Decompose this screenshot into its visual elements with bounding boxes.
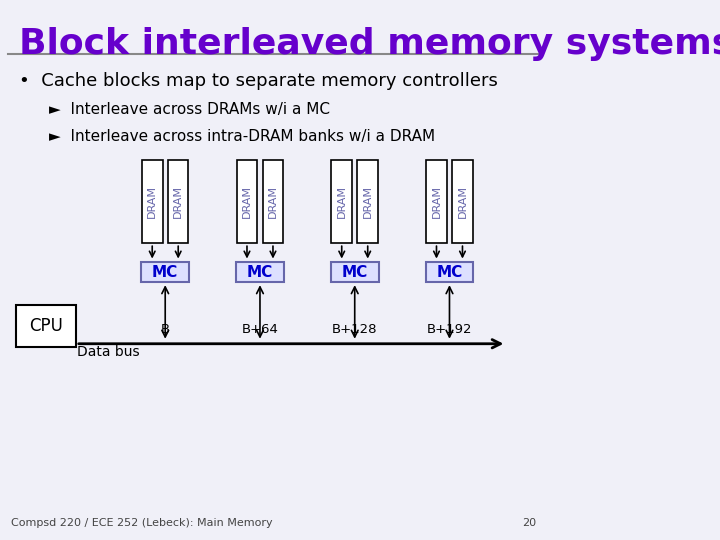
Bar <box>426 160 447 244</box>
Text: •  Cache blocks map to separate memory controllers: • Cache blocks map to separate memory co… <box>19 72 498 90</box>
Text: DRAM: DRAM <box>457 185 467 218</box>
Text: DRAM: DRAM <box>268 185 278 218</box>
Text: ►  Interleave across DRAMs w/i a MC: ► Interleave across DRAMs w/i a MC <box>49 102 330 117</box>
Text: Block interleaved memory systems: Block interleaved memory systems <box>19 27 720 61</box>
Text: DRAM: DRAM <box>147 185 157 218</box>
Text: B+192: B+192 <box>427 323 472 336</box>
Text: Compsd 220 / ECE 252 (Lebeck): Main Memory: Compsd 220 / ECE 252 (Lebeck): Main Memo… <box>11 518 273 528</box>
Text: B+64: B+64 <box>241 323 279 336</box>
Bar <box>236 262 284 282</box>
Bar <box>357 160 378 244</box>
Text: DRAM: DRAM <box>242 185 252 218</box>
Text: DRAM: DRAM <box>363 185 373 218</box>
Text: MC: MC <box>152 265 179 280</box>
Bar <box>142 160 163 244</box>
Bar <box>17 305 76 348</box>
Text: MC: MC <box>341 265 368 280</box>
Text: Data bus: Data bus <box>77 345 140 359</box>
Bar <box>141 262 189 282</box>
Bar <box>452 160 473 244</box>
Bar <box>331 160 352 244</box>
Text: CPU: CPU <box>29 317 63 335</box>
Text: DRAM: DRAM <box>431 185 441 218</box>
Text: MC: MC <box>436 265 463 280</box>
Bar <box>168 160 189 244</box>
Bar <box>331 262 379 282</box>
Text: DRAM: DRAM <box>337 185 347 218</box>
Text: DRAM: DRAM <box>174 185 183 218</box>
Bar <box>263 160 283 244</box>
Text: ►  Interleave across intra-DRAM banks w/i a DRAM: ► Interleave across intra-DRAM banks w/i… <box>49 130 435 144</box>
Text: B+128: B+128 <box>332 323 377 336</box>
Text: MC: MC <box>247 265 273 280</box>
Bar <box>426 262 473 282</box>
Text: 20: 20 <box>522 518 536 528</box>
Bar <box>237 160 257 244</box>
Text: B: B <box>161 323 170 336</box>
